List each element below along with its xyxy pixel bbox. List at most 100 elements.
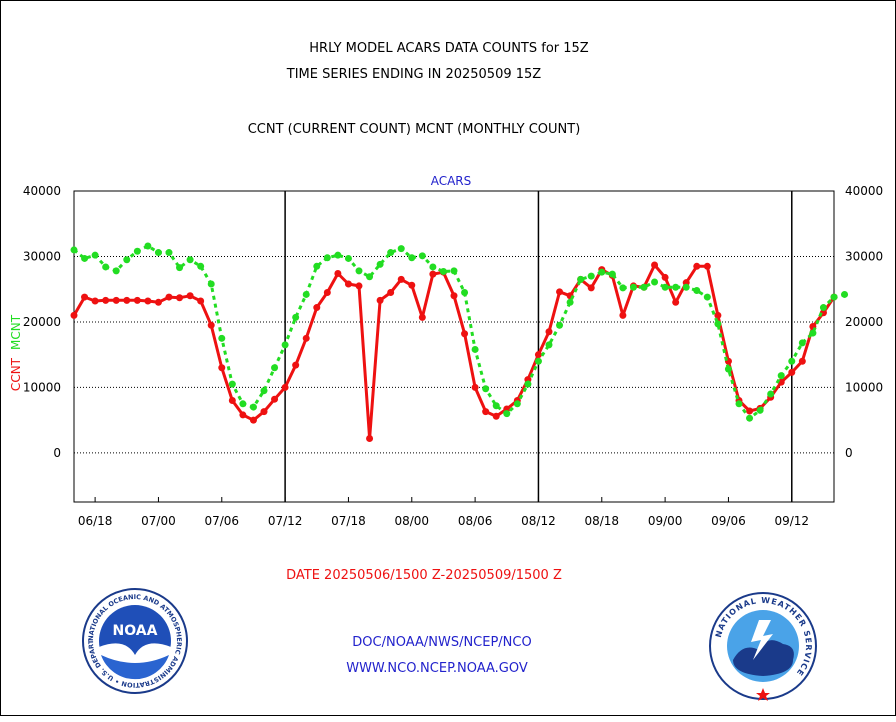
data-point-mcnt (102, 263, 110, 271)
data-point-mcnt (503, 410, 511, 418)
x-tick-label: 07/06 (204, 514, 239, 528)
data-point-mcnt (545, 341, 553, 349)
x-tick-label: 08/18 (584, 514, 619, 528)
data-point-ccnt (91, 297, 99, 305)
plot-title: ACARS (431, 174, 472, 188)
data-point-ccnt (482, 408, 490, 416)
data-point-ccnt (144, 297, 152, 305)
grid (74, 255, 834, 454)
data-point-mcnt (619, 284, 627, 292)
data-point-mcnt (756, 406, 764, 414)
y-tick-label-right: 20000 (845, 315, 883, 329)
footer-web-link[interactable]: WWW.NCO.NCEP.NOAA.GOV (346, 661, 528, 676)
data-point-mcnt (408, 254, 416, 262)
data-point-mcnt (239, 400, 247, 408)
data-point-mcnt (165, 249, 173, 257)
data-point-mcnt (724, 365, 732, 373)
data-point-ccnt (703, 262, 711, 270)
data-point-mcnt (819, 304, 827, 312)
data-point-ccnt (133, 296, 141, 304)
data-point-mcnt (228, 380, 236, 388)
data-point-ccnt (302, 334, 310, 342)
x-tick-label: 08/06 (458, 514, 493, 528)
data-point-ccnt (587, 284, 595, 292)
y-ticks-left: 0 10000 20000 30000 40000 (23, 184, 61, 460)
data-point-ccnt (186, 292, 194, 300)
data-point-mcnt (482, 385, 490, 393)
data-point-ccnt (154, 298, 162, 306)
data-point-ccnt (461, 330, 469, 338)
data-point-mcnt (608, 270, 616, 278)
data-point-mcnt (841, 290, 849, 298)
data-point-ccnt (207, 321, 215, 329)
data-point-mcnt (556, 321, 564, 329)
data-point-mcnt (439, 268, 447, 276)
data-point-mcnt (714, 320, 722, 328)
y-tick-label-right: 40000 (845, 184, 883, 198)
data-point-mcnt (640, 283, 648, 291)
y-axis-label-mcnt: MCNT (9, 314, 23, 350)
footer-doc-link[interactable]: DOC/NOAA/NWS/NCEP/NCO (352, 635, 531, 650)
data-point-mcnt (566, 298, 574, 306)
y-tick-label-right: 10000 (845, 380, 883, 394)
y-axis-label-ccnt: CCNT (9, 357, 23, 391)
data-point-mcnt (207, 280, 215, 288)
y-tick-label-left: 30000 (23, 249, 61, 263)
data-point-ccnt (228, 397, 236, 405)
data-point-mcnt (344, 254, 352, 262)
data-point-ccnt (218, 364, 226, 372)
data-point-mcnt (534, 357, 542, 365)
data-point-mcnt (376, 260, 384, 268)
data-point-ccnt (376, 296, 384, 304)
data-point-ccnt (746, 407, 754, 415)
noaa-logo-text: NOAA (113, 623, 158, 639)
series-group (70, 242, 849, 442)
noaa-logo: NOAA NATIONAL OCEANIC AND ATMOSPHERIC AD… (82, 588, 188, 694)
data-point-ccnt (366, 434, 374, 442)
data-point-ccnt (323, 288, 331, 296)
x-tick-label: 08/12 (521, 514, 556, 528)
data-point-ccnt (70, 311, 78, 319)
data-point-mcnt (112, 267, 120, 275)
date-range-label: DATE 20250506/1500 Z-20250509/1500 Z (286, 568, 562, 583)
chart-title-line-1: HRLY MODEL ACARS DATA COUNTS for 15Z (309, 41, 589, 56)
data-point-mcnt (693, 287, 701, 295)
data-point-mcnt (387, 249, 395, 257)
data-point-ccnt (281, 383, 289, 391)
x-tick-label: 06/18 (78, 514, 113, 528)
data-point-mcnt (292, 313, 300, 321)
data-point-mcnt (735, 400, 743, 408)
data-point-ccnt (397, 275, 405, 283)
data-point-ccnt (471, 383, 479, 391)
data-point-ccnt (408, 281, 416, 289)
data-point-mcnt (313, 262, 321, 270)
data-point-mcnt (154, 249, 162, 257)
data-point-ccnt (249, 416, 257, 424)
y-tick-label-left: 10000 (23, 380, 61, 394)
data-point-mcnt (429, 263, 437, 271)
data-point-ccnt (545, 328, 553, 336)
data-point-mcnt (281, 341, 289, 349)
x-ticks: 06/18 07/00 07/06 07/12 07/18 08/00 08/06 08/12… (78, 497, 809, 528)
data-point-mcnt (651, 278, 659, 286)
data-point-mcnt (418, 252, 426, 260)
data-point-mcnt (186, 256, 194, 264)
y-tick-label-left: 20000 (23, 315, 61, 329)
data-point-ccnt (334, 269, 342, 277)
data-point-mcnt (260, 387, 268, 395)
data-point-ccnt (418, 313, 426, 321)
data-point-ccnt (387, 288, 395, 296)
data-point-mcnt (461, 288, 469, 296)
data-point-mcnt (492, 402, 500, 410)
y-ticks-right: 0 10000 20000 30000 40000 (845, 184, 883, 460)
data-point-ccnt (112, 296, 120, 304)
data-point-mcnt (450, 267, 458, 275)
x-tick-label: 07/00 (141, 514, 176, 528)
data-point-ccnt (619, 311, 627, 319)
data-point-mcnt (81, 254, 89, 262)
data-point-mcnt (598, 268, 606, 276)
chart-title-line-2: TIME SERIES ENDING IN 20250509 15Z (286, 67, 542, 82)
data-point-ccnt (123, 296, 131, 304)
data-point-mcnt (123, 256, 131, 264)
data-point-ccnt (260, 408, 268, 416)
